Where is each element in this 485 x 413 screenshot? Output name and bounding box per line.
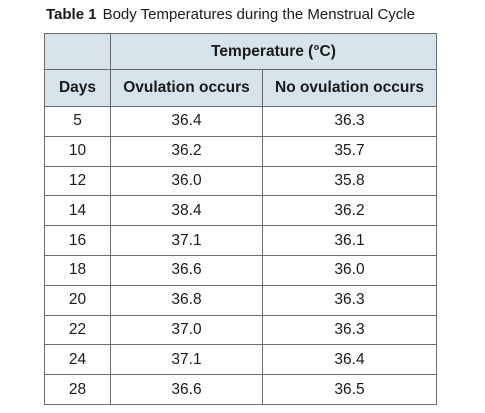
cell-ovulation: 37.1 — [110, 225, 263, 256]
cell-no-ovulation: 36.3 — [262, 106, 437, 137]
table-row: 5 36.4 36.3 — [44, 106, 437, 137]
table-row: 22 37.0 36.3 — [44, 314, 437, 346]
cell-no-ovulation: 36.4 — [262, 344, 437, 376]
table-number: Table 1 — [46, 6, 97, 23]
empty-header-cell — [44, 33, 111, 70]
cell-no-ovulation: 36.1 — [262, 225, 437, 256]
table-title: Body Temperatures during the Menstrual C… — [102, 6, 415, 23]
cell-no-ovulation: 36.5 — [262, 374, 437, 405]
cell-no-ovulation: 36.3 — [262, 314, 437, 346]
cell-ovulation: 36.6 — [110, 254, 263, 286]
group-header: Temperature (°C) — [110, 33, 437, 70]
header-row-group: Temperature (°C) — [44, 33, 437, 70]
table-row: 28 36.6 36.5 — [44, 374, 437, 405]
cell-ovulation: 36.0 — [110, 165, 263, 197]
cell-days: 22 — [44, 314, 111, 346]
temperature-table: Temperature (°C) Days Ovulation occurs N… — [44, 33, 437, 405]
cell-no-ovulation: 35.7 — [262, 135, 437, 167]
cell-ovulation: 36.4 — [110, 106, 263, 137]
cell-no-ovulation: 36.2 — [262, 195, 437, 227]
cell-days: 20 — [44, 284, 111, 316]
cell-ovulation: 36.2 — [110, 135, 263, 167]
cell-ovulation: 36.6 — [110, 374, 263, 405]
cell-no-ovulation: 35.8 — [262, 165, 437, 197]
cell-days: 24 — [44, 344, 111, 376]
table-row: 10 36.2 35.7 — [44, 135, 437, 167]
table-row: 24 37.1 36.4 — [44, 344, 437, 376]
cell-days: 18 — [44, 254, 111, 286]
header-row-columns: Days Ovulation occurs No ovulation occur… — [44, 69, 437, 107]
cell-days: 5 — [44, 106, 111, 137]
cell-days: 28 — [44, 374, 111, 405]
cell-ovulation: 38.4 — [110, 195, 263, 227]
column-header-days: Days — [44, 69, 111, 107]
cell-days: 14 — [44, 195, 111, 227]
cell-days: 16 — [44, 225, 111, 256]
cell-no-ovulation: 36.3 — [262, 284, 437, 316]
column-header-no-ovulation: No ovulation occurs — [262, 69, 437, 107]
cell-no-ovulation: 36.0 — [262, 254, 437, 286]
table-row: 20 36.8 36.3 — [44, 284, 437, 316]
cell-days: 10 — [44, 135, 111, 167]
column-header-ovulation: Ovulation occurs — [110, 69, 263, 107]
cell-days: 12 — [44, 165, 111, 197]
table-caption: Table 1 Body Temperatures during the Mens… — [46, 6, 415, 23]
cell-ovulation: 36.8 — [110, 284, 263, 316]
cell-ovulation: 37.0 — [110, 314, 263, 346]
table-row: 16 37.1 36.1 — [44, 225, 437, 256]
cell-ovulation: 37.1 — [110, 344, 263, 376]
table-row: 14 38.4 36.2 — [44, 195, 437, 227]
table-row: 12 36.0 35.8 — [44, 165, 437, 197]
table-row: 18 36.6 36.0 — [44, 254, 437, 286]
table-body: 5 36.4 36.3 10 36.2 35.7 12 36.0 35.8 14 38.4 36.2 1… — [44, 106, 437, 405]
